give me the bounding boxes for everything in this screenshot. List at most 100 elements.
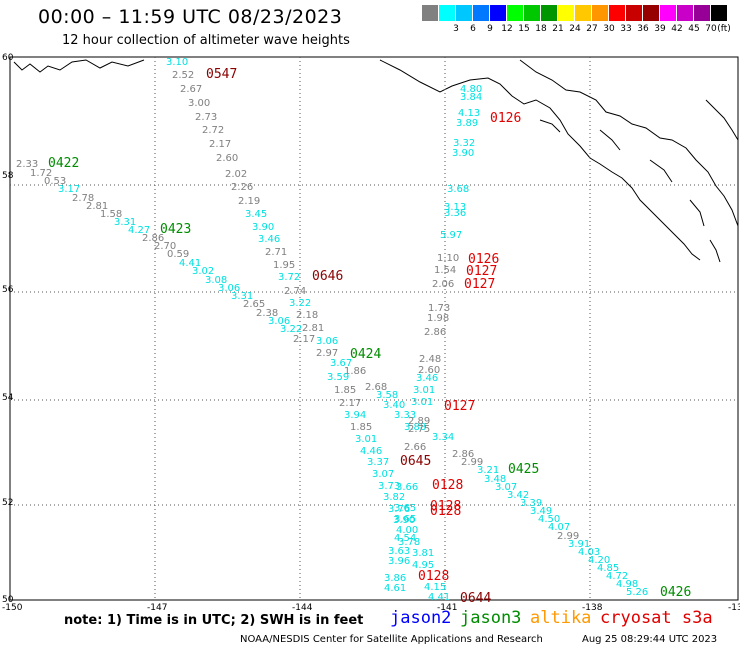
wave-height-value: 2.86 bbox=[142, 233, 164, 244]
wave-height-value: 3.81 bbox=[412, 548, 434, 559]
colorbar-label: 21 bbox=[552, 24, 564, 34]
wave-height-value: 2.48 bbox=[419, 354, 441, 365]
wave-height-value: 4.20 bbox=[588, 555, 610, 566]
wave-height-value: 3.76 bbox=[388, 504, 410, 515]
wave-height-value: 3.67 bbox=[330, 358, 352, 369]
wave-height-value: 3.31 bbox=[114, 217, 136, 228]
wave-height-value: 2.78 bbox=[72, 193, 94, 204]
colorbar-swatch bbox=[439, 5, 455, 21]
wave-height-value: 3.90 bbox=[452, 148, 474, 159]
wave-height-value: 3.84 bbox=[460, 92, 482, 103]
wave-height-value: 2.86 bbox=[424, 327, 446, 338]
wave-height-value: 1.95 bbox=[273, 260, 295, 271]
wave-height-value: 1.72 bbox=[30, 168, 52, 179]
track-time-label: 0423 bbox=[160, 222, 191, 237]
longitude-label: -141 bbox=[437, 603, 457, 613]
wave-height-value: 4.98 bbox=[616, 579, 638, 590]
wave-height-value: 3.01 bbox=[413, 385, 435, 396]
wave-height-value: 3.02 bbox=[192, 266, 214, 277]
wave-height-value: 3.45 bbox=[245, 209, 267, 220]
wave-height-value: 2.38 bbox=[256, 308, 278, 319]
wave-height-value: 3.32 bbox=[453, 138, 475, 149]
wave-height-value: 2.65 bbox=[243, 299, 265, 310]
wave-height-value: 3.00 bbox=[188, 98, 210, 109]
colorbar-swatch bbox=[490, 5, 506, 21]
wave-height-value: 2.19 bbox=[238, 196, 260, 207]
colorbar-label: 70 bbox=[705, 24, 717, 34]
colorbar-swatch bbox=[609, 5, 625, 21]
colorbar-label: 27 bbox=[586, 24, 598, 34]
track-time-label: 0425 bbox=[508, 462, 539, 477]
wave-height-value: 3.21 bbox=[477, 465, 499, 476]
wave-height-value: 3.07 bbox=[495, 482, 517, 493]
latitude-labels: 60 58 56 54 52 50 bbox=[2, 53, 14, 605]
colorbar-label: 30 bbox=[603, 24, 615, 34]
longitude-label: -138 bbox=[582, 603, 603, 613]
wave-height-value: 2.89 bbox=[408, 416, 430, 427]
wave-height-value: 2.02 bbox=[225, 169, 247, 180]
wave-height-value: 5.26 bbox=[626, 587, 648, 598]
track-time-label: 0128 bbox=[430, 499, 461, 514]
wave-height-value: 3.72 bbox=[278, 272, 300, 283]
wave-height-value: 3.58 bbox=[376, 390, 398, 401]
colorbar-unit: (ft) bbox=[717, 24, 731, 34]
wave-height-value: 2.99 bbox=[557, 531, 579, 542]
wave-height-value: 2.97 bbox=[316, 348, 338, 359]
colorbar-swatch bbox=[575, 5, 591, 21]
colorbar-swatch bbox=[660, 5, 676, 21]
track-time-label: 0424 bbox=[350, 347, 381, 362]
wave-height-value: 2.70 bbox=[154, 241, 176, 252]
track-time-label: 0426 bbox=[660, 585, 691, 600]
wave-height-value: 3.59 bbox=[327, 372, 349, 383]
wave-height-value: 3.22 bbox=[280, 324, 302, 335]
wave-height-value: 3.90 bbox=[252, 222, 274, 233]
track-time-label: 0128 bbox=[418, 569, 449, 584]
track-time-label: 0644 bbox=[460, 591, 491, 606]
wave-height-value: 3.86 bbox=[384, 573, 406, 584]
satellite-legend-entry: jason3 bbox=[460, 608, 522, 628]
colorbar-label: 24 bbox=[569, 24, 581, 34]
satellite-legend-entry: cryosat s3a bbox=[600, 608, 713, 628]
wave-height-value: 3.46 bbox=[416, 373, 438, 384]
colorbar-swatch bbox=[643, 5, 659, 21]
track-time-label: 0646 bbox=[312, 269, 343, 284]
wave-height-value: 3.78 bbox=[398, 537, 420, 548]
colorbar-label: 45 bbox=[688, 24, 700, 34]
track-time-label: 0547 bbox=[206, 67, 237, 82]
wave-height-value: 4.00 bbox=[396, 525, 418, 536]
track-time-label: 0126 bbox=[468, 252, 499, 267]
wave-height-value: 3.34 bbox=[432, 432, 454, 443]
track-time-label: 0422 bbox=[48, 156, 79, 171]
wave-height-value: 4.72 bbox=[606, 571, 628, 582]
colorbar-swatch bbox=[711, 5, 727, 21]
wave-height-value: 1.85 bbox=[350, 422, 372, 433]
map-frame bbox=[9, 56, 739, 601]
colorbar-swatch bbox=[456, 5, 472, 21]
wave-height-value: 4.41 bbox=[428, 592, 450, 603]
colorbar-swatch bbox=[694, 5, 710, 21]
wave-height-value: 4.61 bbox=[384, 583, 406, 594]
satellite-legend-entry: altika bbox=[530, 608, 592, 628]
longitude-label: -147 bbox=[147, 603, 167, 613]
colorbar-swatch bbox=[677, 5, 693, 21]
footer-note: note: 1) Time is in UTC; 2) SWH is in fe… bbox=[64, 613, 364, 628]
wave-height-value: 3.68 bbox=[447, 184, 469, 195]
colorbar-swatch bbox=[422, 5, 438, 21]
wave-height-value: 2.72 bbox=[202, 125, 224, 136]
colorbar-swatch bbox=[524, 5, 540, 21]
wave-height-value: 0.59 bbox=[167, 249, 189, 260]
wave-height-value: 3.49 bbox=[530, 506, 552, 517]
wave-height-value: 3.06 bbox=[218, 283, 240, 294]
wave-height-value: 3.06 bbox=[316, 336, 338, 347]
colorbar-label: 42 bbox=[671, 24, 683, 34]
colorbar-label: 15 bbox=[518, 24, 530, 34]
wave-height-value: 2.73 bbox=[195, 112, 217, 123]
wave-height-value: 3.82 bbox=[383, 492, 405, 503]
wave-height-value: 3.13 bbox=[444, 202, 466, 213]
colorbar-swatch bbox=[626, 5, 642, 21]
wave-height-value: 3.90 bbox=[393, 515, 415, 526]
wave-height-value: 1.73 bbox=[428, 303, 450, 314]
colorbar-label: 39 bbox=[654, 24, 666, 34]
colorbar-label: 12 bbox=[501, 24, 513, 34]
